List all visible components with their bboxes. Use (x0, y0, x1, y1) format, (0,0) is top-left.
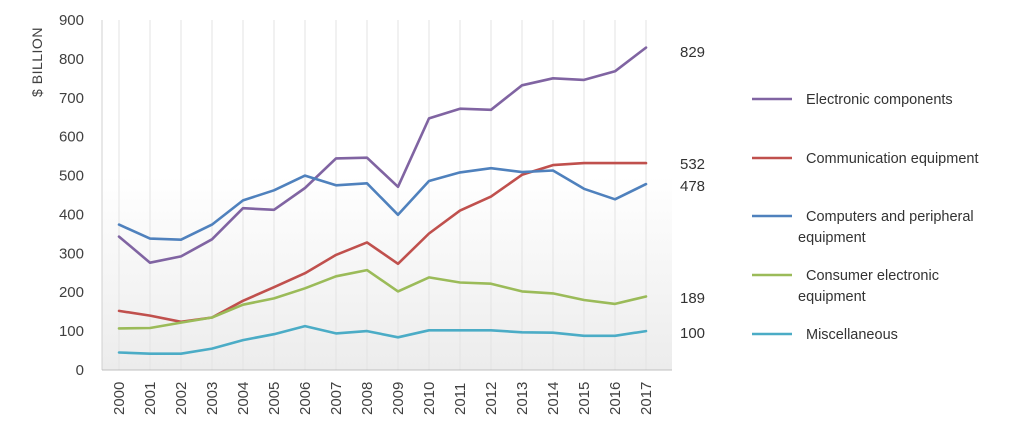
plot-shading (102, 175, 672, 370)
legend-label: Communication equipment (806, 151, 978, 167)
series-line (117, 268, 648, 330)
end-value-labels: 829 532 478 189 100 (680, 44, 705, 342)
x-tick-label: 2001 (142, 382, 159, 415)
y-tick-label: 700 (59, 90, 84, 107)
end-value-label: 100 (680, 325, 705, 342)
y-tick-label: 100 (59, 323, 84, 340)
vertical-gridlines (118, 20, 647, 370)
x-tick-label: 2015 (576, 382, 593, 415)
end-value-label: 478 (680, 178, 705, 195)
series-line (117, 324, 648, 356)
series-lines (117, 46, 648, 356)
x-tick-labels: 2000 2001 2002 2003 2004 2005 2006 2007 2008 2009… (111, 382, 655, 415)
x-tick-label: 2008 (359, 382, 376, 415)
y-tick-labels: 0 100 200 300 400 500 600 700 800 900 (59, 12, 84, 379)
series-line (117, 46, 648, 265)
axes (101, 20, 672, 371)
y-axis-label: $ BILLION (29, 27, 45, 97)
x-tick-label: 2002 (173, 382, 190, 415)
legend-label: equipment (798, 230, 866, 246)
y-tick-label: 500 (59, 168, 84, 185)
legend-label: equipment (798, 289, 866, 305)
x-tick-label: 2007 (328, 382, 345, 415)
legend-label: Consumer electronic (806, 268, 939, 284)
y-tick-label: 0 (76, 362, 84, 379)
end-value-label: 829 (680, 44, 705, 61)
x-tick-label: 2014 (545, 382, 562, 415)
x-tick-label: 2006 (297, 382, 314, 415)
end-value-label: 532 (680, 156, 705, 173)
x-tick-label: 2010 (421, 382, 438, 415)
x-tick-label: 2004 (235, 382, 252, 415)
y-tick-label: 600 (59, 129, 84, 146)
x-tick-label: 2017 (638, 382, 655, 415)
x-tick-label: 2012 (483, 382, 500, 415)
x-tick-label: 2013 (514, 382, 531, 415)
end-value-label: 189 (680, 290, 705, 307)
x-tick-label: 2000 (111, 382, 128, 415)
x-tick-label: 2009 (390, 382, 407, 415)
y-tick-label: 200 (59, 284, 84, 301)
y-tick-label: 900 (59, 12, 84, 29)
y-tick-label: 800 (59, 51, 84, 68)
legend-label: Computers and peripheral (806, 209, 974, 225)
x-tick-label: 2016 (607, 382, 624, 415)
plot-area (102, 175, 672, 370)
x-tick-label: 2003 (204, 382, 221, 415)
legend-label: Electronic components (806, 92, 953, 108)
x-tick-label: 2011 (452, 383, 469, 415)
y-tick-label: 400 (59, 206, 84, 223)
y-tick-label: 300 (59, 245, 84, 262)
x-tick-label: 2005 (266, 382, 283, 415)
series-line (117, 166, 648, 241)
legend-label: Miscellaneous (806, 327, 898, 343)
legend: Electronic components Communication equip… (752, 92, 978, 343)
